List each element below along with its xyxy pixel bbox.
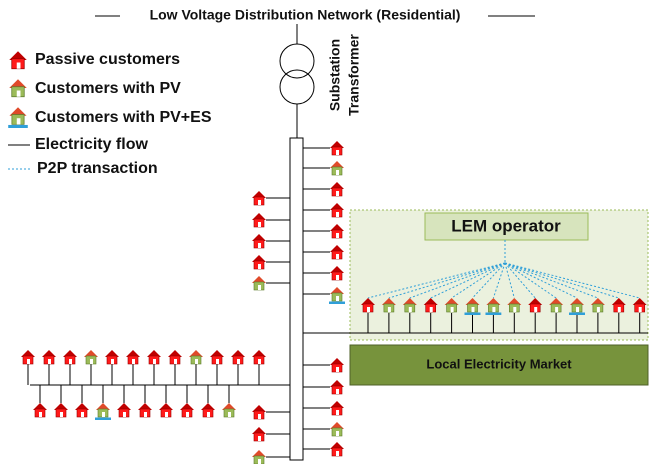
house bbox=[329, 160, 345, 176]
p2p-link bbox=[388, 262, 506, 299]
market: Local Electricity Market bbox=[426, 356, 572, 371]
house bbox=[329, 400, 345, 416]
house bbox=[200, 402, 216, 418]
house bbox=[95, 402, 111, 420]
house bbox=[32, 402, 48, 418]
house bbox=[41, 349, 57, 365]
p2p-link bbox=[451, 262, 506, 299]
house bbox=[83, 349, 99, 365]
p2p-link bbox=[367, 262, 506, 299]
house bbox=[329, 286, 345, 304]
house bbox=[251, 275, 267, 291]
legend: Passive customers Customers with PV Cust… bbox=[8, 50, 212, 177]
legend-icon bbox=[8, 106, 28, 128]
house bbox=[251, 449, 267, 464]
legend-item: P2P transaction bbox=[37, 160, 158, 177]
house bbox=[251, 212, 267, 228]
p2p-link bbox=[504, 262, 599, 299]
lem-operator: LEM operator bbox=[451, 216, 561, 235]
legend-item: Passive customers bbox=[35, 51, 180, 68]
house bbox=[20, 349, 36, 365]
house bbox=[251, 404, 267, 420]
lem-operator-box bbox=[424, 212, 589, 241]
bus-bar bbox=[289, 137, 304, 461]
legend-icon bbox=[8, 78, 28, 98]
house bbox=[251, 426, 267, 442]
network bbox=[20, 140, 648, 464]
house bbox=[125, 349, 141, 365]
house bbox=[62, 349, 78, 365]
house bbox=[104, 349, 120, 365]
house bbox=[329, 202, 345, 218]
house bbox=[329, 441, 345, 457]
legend-item: Customers with PV bbox=[35, 80, 181, 97]
house bbox=[116, 402, 132, 418]
legend-item: Electricity flow bbox=[35, 136, 148, 153]
house bbox=[329, 357, 345, 373]
legend-item: Customers with PV+ES bbox=[35, 109, 212, 126]
house bbox=[230, 349, 246, 365]
title: Low Voltage Distribution Network (Reside… bbox=[150, 7, 461, 23]
house bbox=[251, 254, 267, 270]
house bbox=[329, 244, 345, 260]
house bbox=[251, 190, 267, 206]
house bbox=[251, 233, 267, 249]
p2p-link bbox=[504, 262, 640, 299]
house bbox=[146, 349, 162, 365]
house bbox=[158, 402, 174, 418]
house bbox=[329, 181, 345, 197]
house bbox=[221, 402, 237, 418]
house bbox=[74, 402, 90, 418]
house bbox=[179, 402, 195, 418]
house bbox=[329, 421, 345, 437]
house bbox=[251, 349, 267, 365]
house bbox=[329, 140, 345, 156]
transformer-coil bbox=[279, 43, 315, 79]
house bbox=[329, 265, 345, 281]
transformer-label: Substation bbox=[327, 39, 343, 111]
house bbox=[137, 402, 153, 418]
transformer-label: Transformer bbox=[346, 34, 362, 116]
house bbox=[167, 349, 183, 365]
transformer-coil bbox=[279, 69, 315, 105]
p2p-link bbox=[430, 262, 506, 299]
legend-icon bbox=[8, 50, 28, 70]
house bbox=[329, 379, 345, 395]
p2p-link bbox=[409, 262, 506, 299]
house bbox=[188, 349, 204, 365]
house bbox=[53, 402, 69, 418]
house bbox=[209, 349, 225, 365]
market-box bbox=[349, 344, 649, 386]
p2p-link bbox=[504, 262, 578, 299]
house bbox=[329, 223, 345, 239]
